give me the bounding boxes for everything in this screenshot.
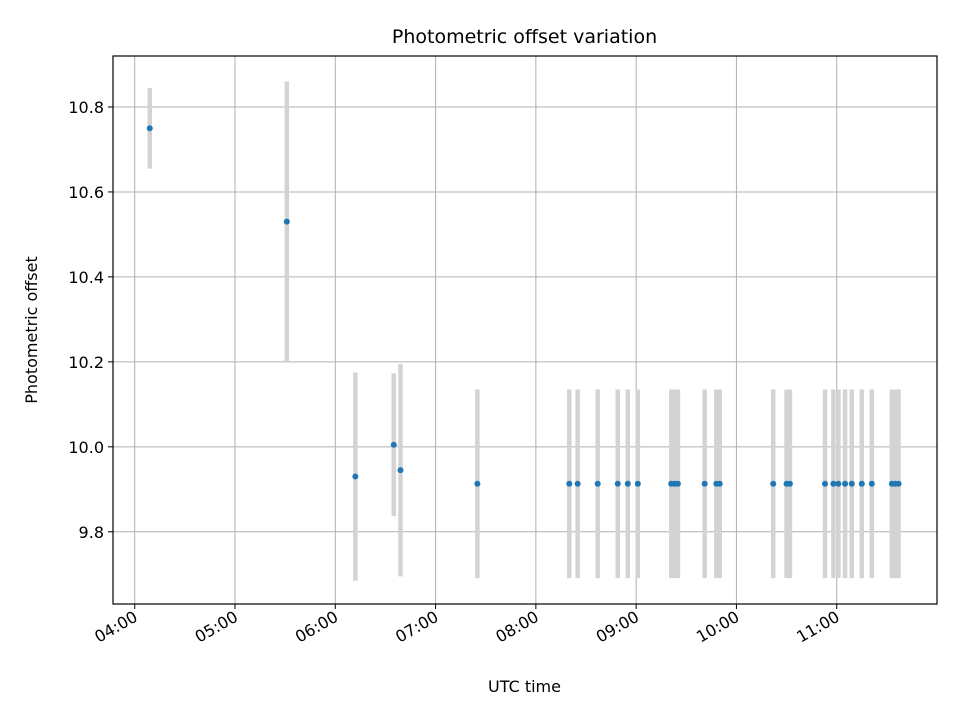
data-point	[701, 480, 708, 487]
error-bars	[147, 81, 901, 581]
data-point	[390, 441, 397, 448]
data-point	[566, 480, 573, 487]
y-tick-label: 10.0	[68, 438, 104, 457]
chart-title: Photometric offset variation	[392, 26, 657, 48]
y-tick-label: 10.6	[68, 183, 104, 202]
data-point	[574, 480, 581, 487]
data-point	[868, 480, 875, 487]
x-tick-label: 10:00	[693, 607, 742, 647]
data-point	[352, 473, 359, 480]
data-point	[786, 480, 793, 487]
data-point	[822, 480, 829, 487]
data-points	[146, 125, 902, 487]
y-axis-ticks: 9.8 10.0 10.2 10.4 10.6 10.8	[68, 98, 113, 542]
data-point	[858, 480, 865, 487]
data-point	[624, 480, 631, 487]
plot-frame	[112, 55, 938, 605]
data-point	[895, 480, 902, 487]
data-point	[474, 480, 481, 487]
y-tick-label: 10.8	[68, 98, 104, 117]
data-point	[716, 480, 723, 487]
data-point	[146, 125, 153, 132]
data-point	[594, 480, 601, 487]
x-axis-ticks: 04:00 05:00 06:00 07:00 08:00 09:00 10:00 11:00	[91, 604, 843, 647]
x-tick-label: 04:00	[91, 607, 140, 647]
data-point	[835, 480, 842, 487]
y-tick-label: 10.2	[68, 353, 104, 372]
x-tick-label: 06:00	[292, 607, 341, 647]
y-tick-label: 10.4	[68, 268, 104, 287]
data-point	[770, 480, 777, 487]
data-point	[842, 480, 849, 487]
y-tick-label: 9.8	[79, 523, 104, 542]
x-tick-label: 11:00	[793, 607, 842, 647]
x-tick-label: 05:00	[192, 607, 241, 647]
data-point	[397, 467, 404, 474]
data-point	[848, 480, 855, 487]
grid-lines	[113, 56, 937, 604]
x-axis-label: UTC time	[488, 677, 561, 696]
data-point	[634, 480, 641, 487]
data-point	[283, 218, 290, 225]
data-point	[614, 480, 621, 487]
x-tick-label: 09:00	[593, 607, 642, 647]
x-tick-label: 07:00	[392, 607, 441, 647]
x-tick-label: 08:00	[492, 607, 541, 647]
data-point	[830, 480, 837, 487]
data-point	[674, 480, 681, 487]
y-axis-label: Photometric offset	[22, 256, 41, 404]
